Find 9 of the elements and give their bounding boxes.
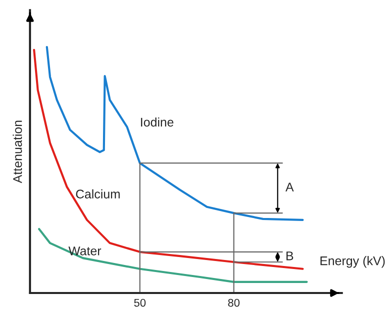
- series-label: Calcium: [76, 189, 120, 198]
- x-tick-label: 50: [134, 298, 146, 307]
- annotation: A: [285, 182, 294, 192]
- annotation: B: [286, 252, 294, 260]
- series-label: Water: [68, 246, 102, 256]
- y-axis-title: Attenuation: [12, 120, 22, 184]
- series-label: Iodine: [141, 117, 174, 127]
- x-tick-label: 80: [228, 298, 240, 307]
- x-axis-title: Energy (kV): [320, 256, 385, 268]
